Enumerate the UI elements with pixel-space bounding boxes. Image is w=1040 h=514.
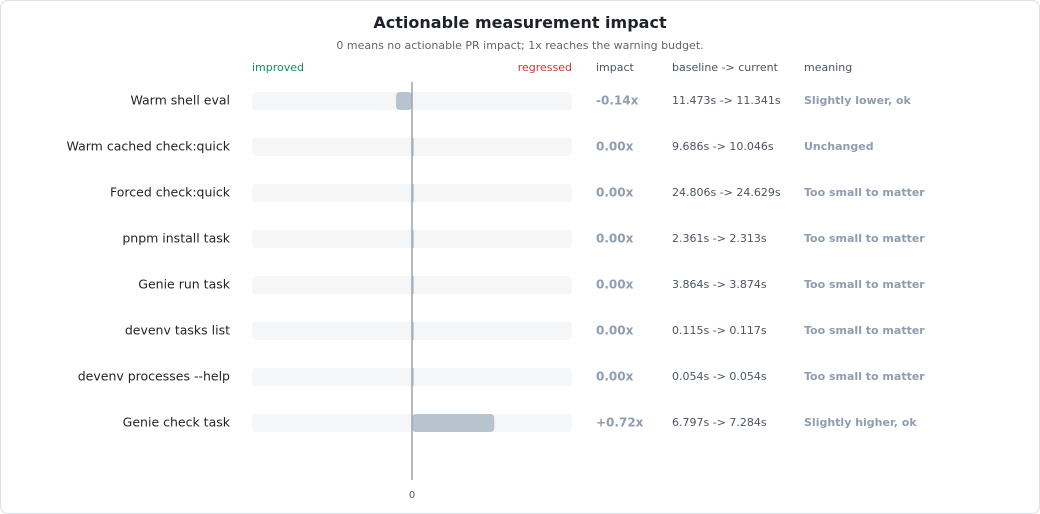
- impact-value: 0.00x: [596, 324, 634, 338]
- impact-bar: [412, 184, 414, 202]
- impact-value: 0.00x: [596, 186, 634, 200]
- meaning-text: Unchanged: [804, 140, 874, 153]
- meaning-text: Too small to matter: [804, 324, 925, 337]
- meaning-text: Too small to matter: [804, 186, 925, 199]
- meaning-text: Too small to matter: [804, 370, 925, 383]
- row-label: Genie run task: [138, 277, 230, 292]
- baseline-current: 0.054s -> 0.054s: [672, 370, 767, 383]
- header-impact: impact: [596, 61, 635, 74]
- impact-value: +0.72x: [596, 416, 644, 430]
- impact-bar: [412, 322, 414, 340]
- impact-bar: [412, 368, 414, 386]
- impact-bar: [412, 414, 495, 432]
- x-tick-label: 0: [409, 490, 415, 501]
- impact-value: 0.00x: [596, 232, 634, 246]
- baseline-current: 24.806s -> 24.629s: [672, 186, 781, 199]
- row-label: Warm cached check:quick: [67, 139, 231, 154]
- row-label: devenv processes --help: [78, 369, 230, 384]
- meaning-text: Slightly lower, ok: [804, 94, 912, 107]
- baseline-current: 0.115s -> 0.117s: [672, 324, 767, 337]
- impact-value: 0.00x: [596, 278, 634, 292]
- row-label: Forced check:quick: [110, 185, 231, 200]
- impact-value: -0.14x: [596, 94, 639, 108]
- header-meaning: meaning: [804, 61, 852, 74]
- impact-bar: [396, 92, 412, 110]
- chart-title: Actionable measurement impact: [373, 13, 667, 32]
- meaning-text: Too small to matter: [804, 232, 925, 245]
- row-label: devenv tasks list: [125, 323, 230, 338]
- baseline-current: 2.361s -> 2.313s: [672, 232, 767, 245]
- baseline-current: 6.797s -> 7.284s: [672, 416, 767, 429]
- impact-bar: [412, 138, 414, 156]
- impact-value: 0.00x: [596, 140, 634, 154]
- row-label: Genie check task: [123, 415, 231, 430]
- meaning-text: Too small to matter: [804, 278, 925, 291]
- row-label: Warm shell eval: [130, 93, 230, 108]
- header-improved: improved: [252, 61, 304, 74]
- row-label: pnpm install task: [122, 231, 230, 246]
- meaning-text: Slightly higher, ok: [804, 416, 917, 429]
- baseline-current: 3.864s -> 3.874s: [672, 278, 767, 291]
- baseline-current: 9.686s -> 10.046s: [672, 140, 774, 153]
- header-regressed: regressed: [518, 61, 572, 74]
- header-baseline: baseline -> current: [672, 61, 779, 74]
- chart-subtitle: 0 means no actionable PR impact; 1x reac…: [336, 39, 704, 52]
- baseline-current: 11.473s -> 11.341s: [672, 94, 781, 107]
- impact-value: 0.00x: [596, 370, 634, 384]
- impact-bar: [412, 276, 414, 294]
- impact-bar: [412, 230, 414, 248]
